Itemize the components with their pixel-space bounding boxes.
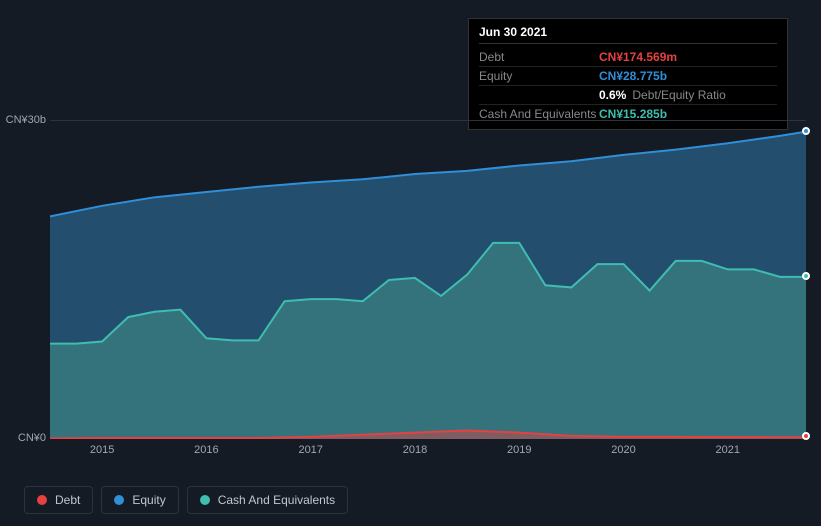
tooltip-row-label: Equity bbox=[479, 69, 599, 83]
tooltip-row-value: CN¥15.285b bbox=[599, 107, 667, 121]
chart-tooltip: Jun 30 2021 DebtCN¥174.569mEquityCN¥28.7… bbox=[468, 18, 788, 130]
x-axis-label: 2016 bbox=[194, 444, 218, 456]
tooltip-row-value: 0.6%Debt/Equity Ratio bbox=[599, 88, 726, 102]
y-axis-label: CN¥30b bbox=[6, 114, 46, 126]
end-marker-debt bbox=[802, 432, 810, 440]
legend-item-equity[interactable]: Equity bbox=[101, 486, 178, 514]
x-axis-label: 2018 bbox=[403, 444, 427, 456]
legend-item-cash-and-equivalents[interactable]: Cash And Equivalents bbox=[187, 486, 348, 514]
tooltip-row: EquityCN¥28.775b bbox=[479, 67, 777, 86]
x-axis-label: 2021 bbox=[716, 444, 740, 456]
legend-label: Cash And Equivalents bbox=[218, 493, 335, 507]
tooltip-row-label: Debt bbox=[479, 50, 599, 64]
legend-swatch bbox=[200, 495, 210, 505]
x-axis-label: 2015 bbox=[90, 444, 114, 456]
chart-svg bbox=[50, 121, 806, 439]
tooltip-row-value: CN¥174.569m bbox=[599, 50, 677, 64]
x-axis-label: 2020 bbox=[611, 444, 635, 456]
x-axis-label: 2017 bbox=[298, 444, 322, 456]
plot-area[interactable] bbox=[50, 120, 806, 438]
financials-chart: CN¥0CN¥30b 2015201620172018201920202021 bbox=[16, 120, 806, 470]
legend-label: Debt bbox=[55, 493, 80, 507]
tooltip-row-label: Cash And Equivalents bbox=[479, 107, 599, 121]
legend-swatch bbox=[114, 495, 124, 505]
y-axis-label: CN¥0 bbox=[18, 432, 46, 444]
end-marker-cash-and-equivalents bbox=[802, 272, 810, 280]
legend-item-debt[interactable]: Debt bbox=[24, 486, 93, 514]
tooltip-row-label bbox=[479, 88, 599, 102]
tooltip-row: DebtCN¥174.569m bbox=[479, 48, 777, 67]
tooltip-row-value: CN¥28.775b bbox=[599, 69, 667, 83]
tooltip-row-sublabel: Debt/Equity Ratio bbox=[632, 88, 725, 102]
legend-swatch bbox=[37, 495, 47, 505]
end-marker-equity bbox=[802, 127, 810, 135]
tooltip-row: 0.6%Debt/Equity Ratio bbox=[479, 86, 777, 105]
tooltip-date: Jun 30 2021 bbox=[479, 25, 777, 44]
chart-legend: Debt Equity Cash And Equivalents bbox=[24, 486, 348, 514]
legend-label: Equity bbox=[132, 493, 165, 507]
x-axis-label: 2019 bbox=[507, 444, 531, 456]
